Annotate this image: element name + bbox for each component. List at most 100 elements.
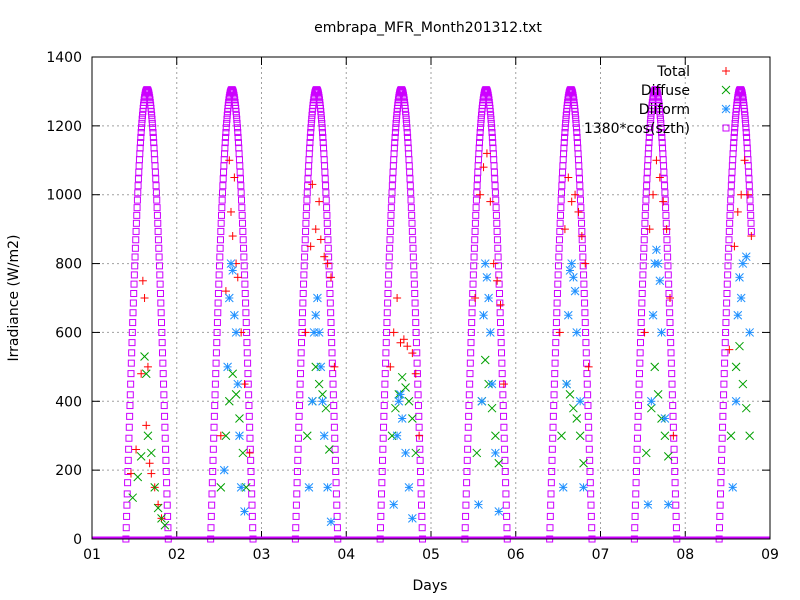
envelope-point (130, 290, 138, 298)
data-point (740, 156, 749, 165)
envelope-point (217, 219, 225, 227)
envelope-point (645, 139, 653, 147)
envelope-point (587, 501, 595, 509)
envelope-point (403, 128, 411, 136)
envelope-point (406, 182, 414, 190)
envelope-point (152, 182, 160, 190)
envelope-point (387, 204, 395, 212)
envelope-point (558, 175, 566, 183)
envelope-point (638, 290, 646, 298)
envelope-point (550, 402, 558, 410)
x-tick-label: 07 (592, 547, 610, 563)
envelope-point (131, 262, 139, 270)
envelope-point (297, 349, 305, 357)
data-point (574, 207, 583, 216)
envelope-point (418, 501, 426, 509)
envelope-point (380, 402, 388, 410)
envelope-point (242, 299, 250, 307)
envelope-point (671, 490, 679, 498)
envelope-point (134, 175, 142, 183)
envelope-point (378, 479, 386, 487)
envelope-point (300, 271, 308, 279)
envelope-point (587, 512, 595, 520)
envelope-point (403, 124, 411, 132)
data-point (557, 431, 566, 441)
envelope-point (586, 479, 594, 487)
envelope-point (154, 236, 162, 244)
envelope-point (294, 434, 302, 442)
envelope-point (646, 119, 654, 127)
envelope-point (725, 227, 733, 235)
envelope-point (718, 445, 726, 453)
envelope-point (236, 175, 244, 183)
envelope-point (724, 271, 732, 279)
envelope-point (641, 227, 649, 235)
envelope-point (392, 124, 400, 132)
envelope-point (383, 319, 391, 327)
envelope-point (468, 309, 476, 317)
legend-label: 1380*cos(szth) (584, 121, 690, 137)
envelope-point (216, 236, 224, 244)
envelope-point (248, 512, 256, 520)
envelope-point (384, 299, 392, 307)
envelope-point (402, 115, 410, 123)
envelope-point (572, 119, 580, 127)
envelope-point (666, 309, 674, 317)
envelope-point (385, 253, 393, 261)
envelope-point (393, 111, 401, 119)
data-point (226, 207, 235, 216)
envelope-point (715, 524, 723, 532)
envelope-point (209, 456, 217, 464)
envelope-point (665, 290, 673, 298)
envelope-point (471, 236, 479, 244)
envelope-point (585, 445, 593, 453)
x-tick-label: 04 (337, 547, 355, 563)
envelope-point (308, 115, 316, 123)
data-point (314, 328, 324, 337)
envelope-point (667, 359, 675, 367)
envelope-point (126, 391, 134, 399)
envelope-point (151, 168, 159, 176)
data-point (321, 403, 331, 413)
envelope-point (222, 124, 230, 132)
envelope-point (492, 211, 500, 219)
envelope-point (408, 219, 416, 227)
envelope-point (477, 115, 485, 123)
data-point (726, 431, 736, 441)
envelope-point (578, 219, 586, 227)
data-point (640, 328, 649, 337)
envelope-point (298, 339, 306, 347)
data-point (143, 362, 152, 371)
envelope-point (656, 108, 664, 116)
envelope-point (164, 524, 172, 532)
envelope-point (215, 280, 223, 288)
data-point (474, 500, 483, 509)
envelope-point (581, 319, 589, 327)
envelope-point (582, 329, 590, 337)
envelope-point (163, 479, 171, 487)
envelope-point (322, 182, 330, 190)
data-point (154, 500, 163, 509)
envelope-point (503, 524, 511, 532)
legend-marker (722, 124, 730, 132)
envelope-point (670, 456, 678, 464)
envelope-point (148, 111, 156, 119)
envelope-point (579, 244, 587, 252)
envelope-point (500, 423, 508, 431)
envelope-point (581, 299, 589, 307)
envelope-point (560, 139, 568, 147)
data-point (228, 369, 238, 379)
envelope-point (640, 236, 648, 244)
data-point (741, 403, 751, 413)
envelope-point (159, 370, 167, 378)
data-point (230, 173, 239, 182)
envelope-point (491, 189, 499, 197)
envelope-point (488, 133, 496, 141)
envelope-point (660, 168, 668, 176)
data-point (472, 448, 482, 458)
data-point (415, 431, 424, 440)
envelope-point (488, 124, 496, 132)
envelope-point (632, 490, 640, 498)
envelope-point (494, 244, 502, 252)
envelope-point (386, 244, 394, 252)
